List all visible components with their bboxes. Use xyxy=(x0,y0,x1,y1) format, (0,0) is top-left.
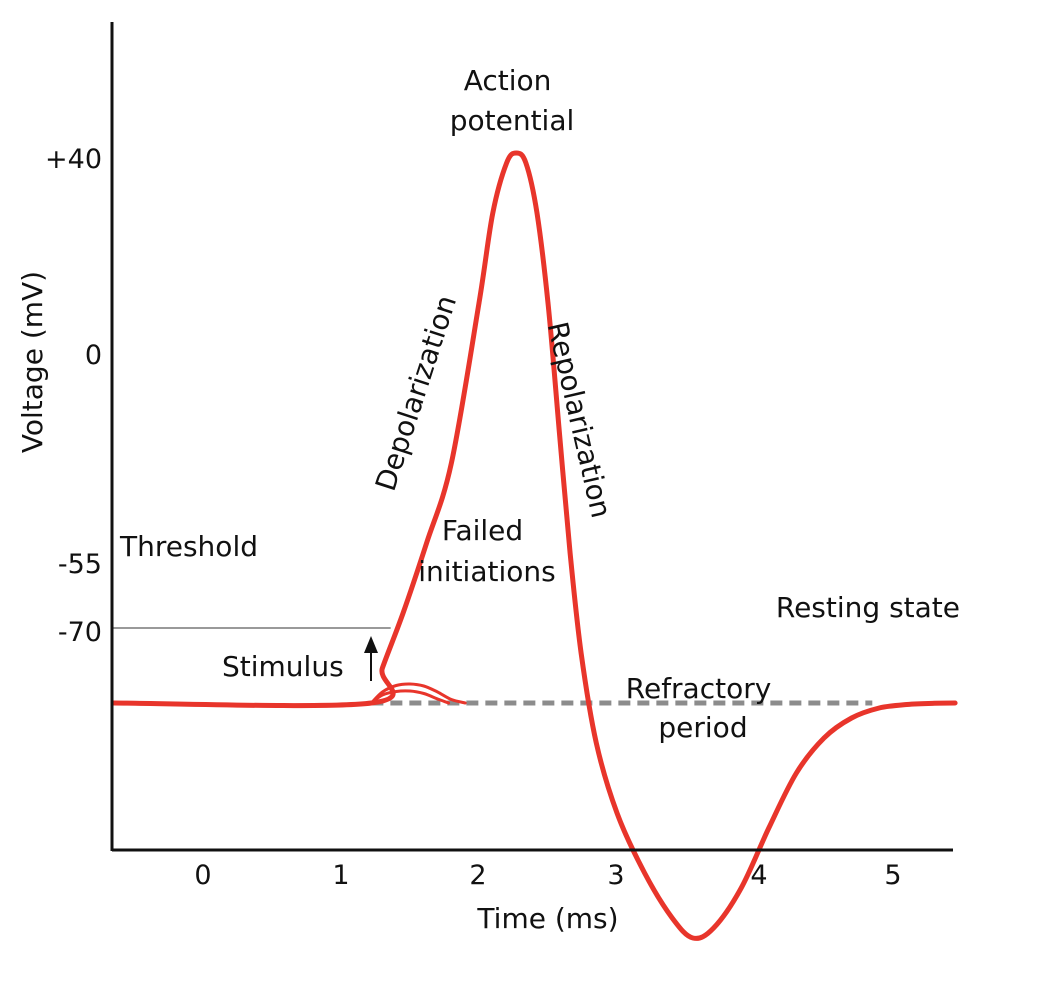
x-tick-label: 0 xyxy=(194,860,211,891)
failed-initiations-label-line: initiations xyxy=(418,555,555,588)
y-tick-label: +40 xyxy=(45,144,102,175)
x-tick-label: 5 xyxy=(884,860,901,891)
y-tick-label: -55 xyxy=(58,549,102,580)
refractory-period-label: Refractory period xyxy=(626,672,780,744)
failed-initiation-curve-1 xyxy=(369,682,467,705)
x-tick-label: 3 xyxy=(607,860,624,891)
y-tick-label: 0 xyxy=(85,340,102,371)
x-axis-label: Time (ms) xyxy=(476,902,618,935)
action-potential-label: Action potential xyxy=(450,64,575,137)
action-potential-curve xyxy=(110,150,958,941)
refractory-period-label-line: Refractory xyxy=(626,672,772,705)
series-group xyxy=(110,150,958,941)
resting-state-label: Resting state xyxy=(776,591,960,624)
failed-initiations-label: Failed initiations xyxy=(418,514,555,588)
refractory-period-label-line: period xyxy=(658,711,747,744)
y-axis-label: Voltage (mV) xyxy=(16,271,49,453)
x-tick-label: 4 xyxy=(750,860,767,891)
failed-initiations-label-line: Failed xyxy=(442,514,523,547)
action-potential-label-line: potential xyxy=(450,104,575,137)
x-tick-label: 1 xyxy=(332,860,349,891)
y-tick-label: -70 xyxy=(58,617,102,648)
action-potential-label-line: Action xyxy=(464,64,552,97)
stimulus-arrow-head xyxy=(364,636,378,653)
x-tick-label: 2 xyxy=(469,860,486,891)
repolarization-label: Repolarization xyxy=(541,319,618,521)
stimulus-label: Stimulus xyxy=(222,650,344,683)
threshold-label: Threshold xyxy=(119,530,258,563)
failed-initiation-curve-2 xyxy=(369,689,451,705)
